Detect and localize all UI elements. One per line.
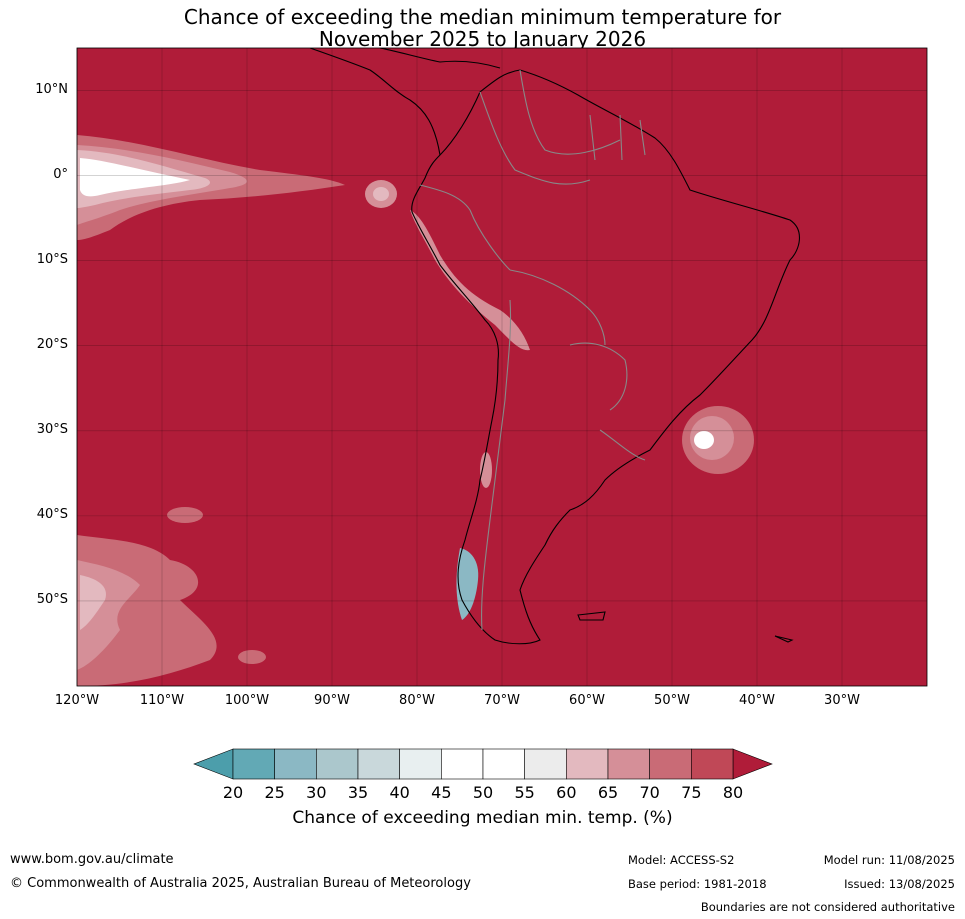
south-america-coastline <box>411 69 800 645</box>
colorbar-segment <box>524 748 567 780</box>
border-brazil-bolivia <box>509 269 606 346</box>
lat-tick-label: 50°S <box>36 591 68 607</box>
colorbar-tick-label: 70 <box>639 783 660 802</box>
galapagos-patch-core <box>373 187 389 201</box>
footer-base-period: Base period: 1981-2018 <box>628 877 767 891</box>
colorbar-tick-label: 75 <box>681 783 702 802</box>
lon-tick-label: 120°W <box>54 693 100 708</box>
colorbar-tick-label: 60 <box>556 783 577 802</box>
colorbar-segment <box>399 748 442 780</box>
footer-copyright: © Commonwealth of Australia 2025, Austra… <box>10 876 471 891</box>
colorbar-tick-label: 65 <box>597 783 619 802</box>
coastlines <box>309 48 800 645</box>
colorbar-segment <box>607 748 650 780</box>
lat-tick-label: 0° <box>53 166 68 182</box>
colorbar-segment <box>316 748 359 780</box>
colorbar-tick-label: 20 <box>222 783 244 802</box>
map-background <box>77 48 927 686</box>
lon-tick-label: 60°W <box>569 693 605 708</box>
colorbar-title: Chance of exceeding median min. temp. (%… <box>292 808 673 828</box>
central-america-coastline <box>309 48 441 156</box>
atlantic-patch-core <box>694 431 714 449</box>
footer-disclaimer: Boundaries are not considered authoritat… <box>700 900 955 914</box>
footer-url: www.bom.gov.au/climate <box>10 852 174 867</box>
colorbar-tick-label: 25 <box>264 783 285 802</box>
lon-tick-label: 50°W <box>654 693 690 708</box>
andes-patch <box>410 210 530 351</box>
country-borders <box>419 69 646 631</box>
footer-model: Model: ACCESS-S2 <box>628 853 735 867</box>
colorbar-tick-label: 80 <box>722 783 744 802</box>
colorbar-segment <box>357 748 400 780</box>
falklands <box>577 611 606 621</box>
colorbar-segment <box>566 748 609 780</box>
border-chile-argentina <box>481 299 512 631</box>
caribbean-coastline <box>379 48 501 69</box>
lat-tick-label: 10°S <box>36 251 68 267</box>
lon-tick-label: 90°W <box>314 693 350 708</box>
colorbar-segment <box>441 748 484 780</box>
border-uruguay <box>599 429 646 461</box>
small-patch-2 <box>238 650 266 664</box>
colorbar-tick-label: 45 <box>431 783 452 802</box>
chile-patch <box>480 452 492 488</box>
lon-tick-label: 100°W <box>224 693 270 708</box>
lon-tick-label: 110°W <box>139 693 185 708</box>
colorbar-tick-label: 35 <box>347 783 369 802</box>
footer-issued: Issued: 13/08/2025 <box>844 877 955 891</box>
patagonia-patch <box>456 548 479 620</box>
lat-tick-label: 30°S <box>36 421 68 437</box>
map-frame <box>76 47 928 687</box>
lon-tick-label: 80°W <box>399 693 435 708</box>
border-colombia <box>479 91 591 185</box>
border-venezuela <box>519 69 621 155</box>
colorbar-tick-label: 50 <box>472 783 494 802</box>
map-title-line1: Chance of exceeding the median minimum t… <box>183 5 782 29</box>
lat-tick-label: 40°S <box>36 506 68 522</box>
south-pacific-patch-core <box>80 575 106 630</box>
colorbar-high-extend <box>732 748 773 780</box>
lon-tick-label: 40°W <box>739 693 775 708</box>
border-paraguay <box>569 342 628 411</box>
graticule <box>76 48 927 686</box>
colorbar-segment <box>274 748 317 780</box>
colorbar-segment <box>649 748 692 780</box>
colorbar-segment <box>232 748 275 780</box>
south-georgia <box>774 635 794 643</box>
border-ecuador-peru <box>419 184 511 271</box>
colorbar-tick-label: 40 <box>389 783 410 802</box>
probability-patches <box>77 135 754 686</box>
border-guianas <box>589 114 646 161</box>
colorbar-tick-label: 55 <box>514 783 535 802</box>
map-title-line2: November 2025 to January 2026 <box>318 27 647 51</box>
lon-tick-label: 70°W <box>484 693 520 708</box>
lat-tick-label: 20°S <box>36 336 68 352</box>
colorbar-tick-label: 30 <box>306 783 327 802</box>
colorbar-segment <box>691 748 734 780</box>
pacific-patch-core <box>80 158 190 197</box>
small-patch-1 <box>167 507 203 523</box>
colorbar-low-extend <box>193 748 234 780</box>
footer-model-run: Model run: 11/08/2025 <box>823 853 955 867</box>
lat-tick-label: 10°N <box>35 81 68 97</box>
lon-tick-label: 30°W <box>824 693 860 708</box>
colorbar-segment <box>482 748 525 780</box>
